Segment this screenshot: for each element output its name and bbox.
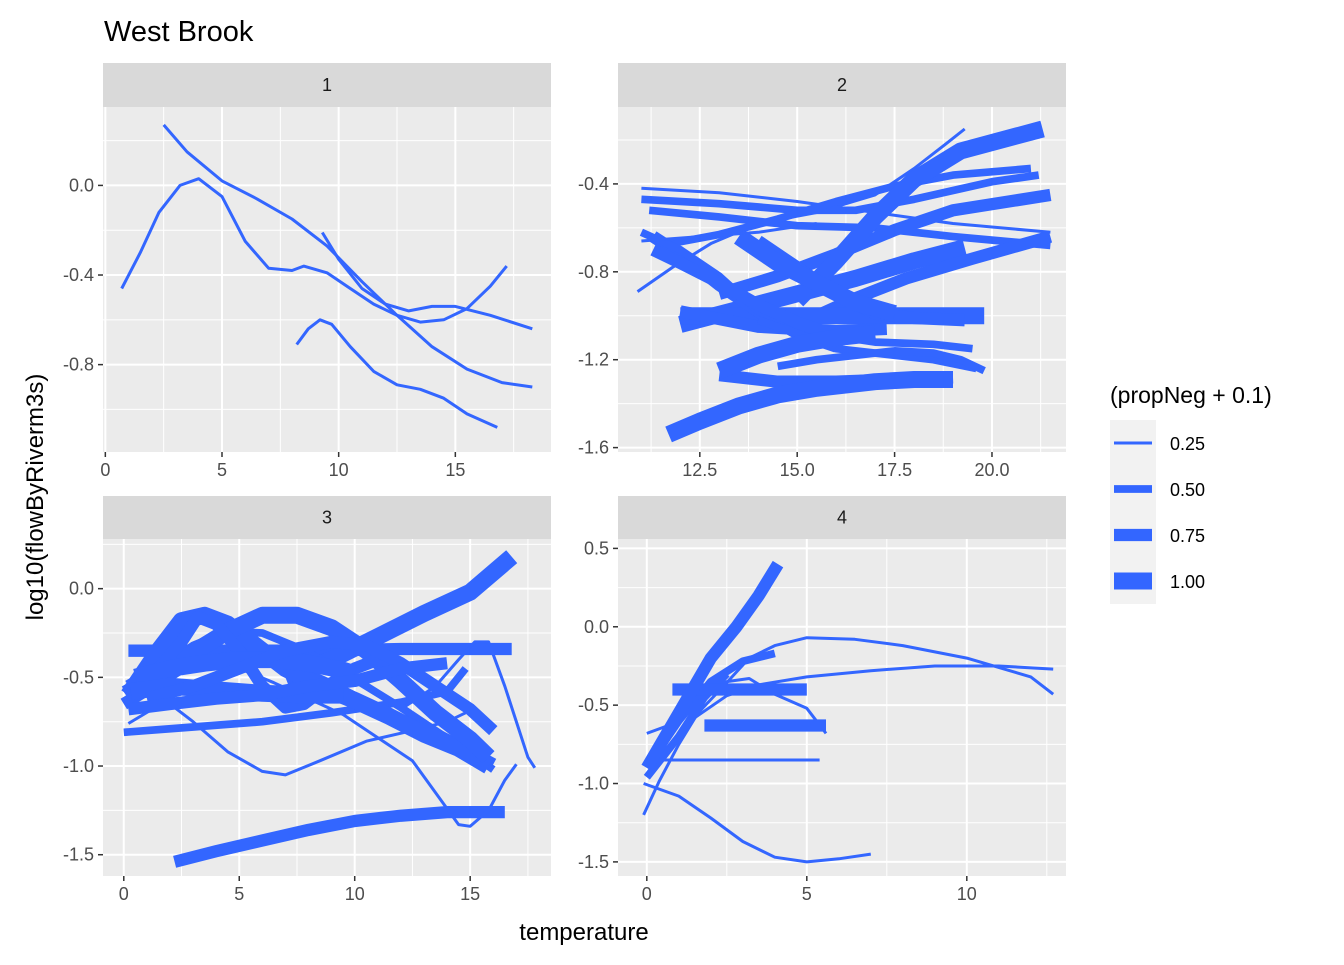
y-tick-label: -1.2 bbox=[578, 350, 609, 370]
facet-panel-2: 2 12.5 15.0 17.5 20.0 -0.4 -0.8 -1.2 -1.6 bbox=[578, 63, 1066, 480]
x-tick-label: 15 bbox=[460, 884, 480, 904]
x-tick-label: 20.0 bbox=[974, 460, 1009, 480]
y-tick-label: -0.5 bbox=[63, 667, 94, 687]
series-line-11 bbox=[123, 606, 495, 764]
series-line-15 bbox=[145, 635, 498, 736]
series-line-4 bbox=[173, 805, 505, 868]
x-tick-label: 0 bbox=[100, 460, 110, 480]
series-line-7 bbox=[791, 120, 1045, 307]
series-line-22 bbox=[641, 222, 817, 243]
facet-panel-3: 3 0 5 10 15 0.0 -0.5 -1.0 -1.5 bbox=[63, 496, 551, 904]
legend-label: 0.25 bbox=[1170, 434, 1205, 454]
series-line-1 bbox=[643, 782, 872, 864]
facet-strip bbox=[103, 496, 551, 539]
y-tick-label: -0.4 bbox=[63, 265, 94, 285]
x-tick-label: 5 bbox=[234, 884, 244, 904]
y-tick-label: 0.5 bbox=[584, 538, 609, 558]
chart-title: West Brook bbox=[104, 16, 254, 48]
y-tick-label: -1.5 bbox=[63, 845, 94, 865]
y-tick-label: 0.0 bbox=[69, 175, 94, 195]
series-line-3 bbox=[661, 664, 1054, 757]
x-tick-label: 12.5 bbox=[682, 460, 717, 480]
series-group bbox=[120, 123, 533, 429]
series-line-16 bbox=[650, 244, 839, 342]
y-tick-label: 0.0 bbox=[584, 617, 609, 637]
series-line-21 bbox=[716, 324, 877, 379]
y-tick-label: -1.0 bbox=[578, 774, 609, 794]
series-line-13 bbox=[734, 229, 897, 322]
x-tick-label: 15.0 bbox=[780, 460, 815, 480]
y-axis-title: log10(flowByRiverm3s) bbox=[22, 374, 49, 621]
facet-strip-label: 3 bbox=[322, 508, 332, 528]
series-line-2 bbox=[642, 636, 1055, 816]
facet-strip bbox=[103, 63, 551, 107]
legend-label: 1.00 bbox=[1170, 572, 1205, 592]
facet-strip-label: 1 bbox=[322, 75, 332, 95]
y-tick-label: 0.0 bbox=[69, 579, 94, 599]
x-tick-label: 5 bbox=[802, 884, 812, 904]
y-tick-label: -1.0 bbox=[63, 756, 94, 776]
y-tick-label: -1.6 bbox=[578, 438, 609, 458]
series-line-4 bbox=[648, 206, 1051, 250]
panel-background bbox=[103, 107, 551, 452]
series-line-2 bbox=[162, 123, 533, 389]
facet-strip bbox=[618, 496, 1066, 539]
series-line-20 bbox=[665, 371, 953, 443]
x-tick-label: 5 bbox=[217, 460, 227, 480]
x-tick-label: 15 bbox=[445, 460, 465, 480]
series-line-16 bbox=[127, 657, 448, 716]
y-tick-label: -1.5 bbox=[578, 852, 609, 872]
legend-label: 0.50 bbox=[1170, 480, 1205, 500]
x-tick-label: 10 bbox=[957, 884, 977, 904]
series-line-10 bbox=[641, 560, 784, 771]
legend: (propNeg + 0.1) 0.25 0.50 0.75 1.00 bbox=[1110, 382, 1272, 604]
y-tick-label: -0.8 bbox=[578, 262, 609, 282]
legend-title: (propNeg + 0.1) bbox=[1110, 382, 1272, 408]
series-line-6 bbox=[717, 188, 1052, 300]
series-line-1 bbox=[120, 177, 508, 324]
series-line-3 bbox=[641, 171, 1040, 215]
y-tick-label: -0.4 bbox=[578, 174, 609, 194]
facet-strip-label: 2 bbox=[837, 75, 847, 95]
x-tick-label: 10 bbox=[345, 884, 365, 904]
x-tick-label: 0 bbox=[642, 884, 652, 904]
x-tick-label: 0 bbox=[119, 884, 129, 904]
series-line-3 bbox=[321, 231, 533, 331]
x-tick-label: 10 bbox=[329, 460, 349, 480]
series-line-4 bbox=[295, 318, 498, 429]
facet-panel-4: 4 0 5 10 0.5 0.0 -0.5 -1.0 -1.5 bbox=[578, 496, 1066, 904]
legend-label: 0.75 bbox=[1170, 526, 1205, 546]
series-group bbox=[120, 550, 537, 868]
y-tick-label: -0.5 bbox=[578, 695, 609, 715]
x-tick-label: 17.5 bbox=[877, 460, 912, 480]
facet-strip-label: 4 bbox=[837, 508, 847, 528]
y-tick-label: -0.8 bbox=[63, 355, 94, 375]
facet-panel-1: 10 5 10 150.0-0.4-0.8 bbox=[63, 63, 551, 480]
x-axis-title: temperature bbox=[519, 919, 648, 946]
facet-strip bbox=[618, 63, 1066, 107]
series-line-18 bbox=[777, 347, 986, 375]
series-group bbox=[641, 560, 1055, 864]
series-group bbox=[636, 120, 1053, 443]
